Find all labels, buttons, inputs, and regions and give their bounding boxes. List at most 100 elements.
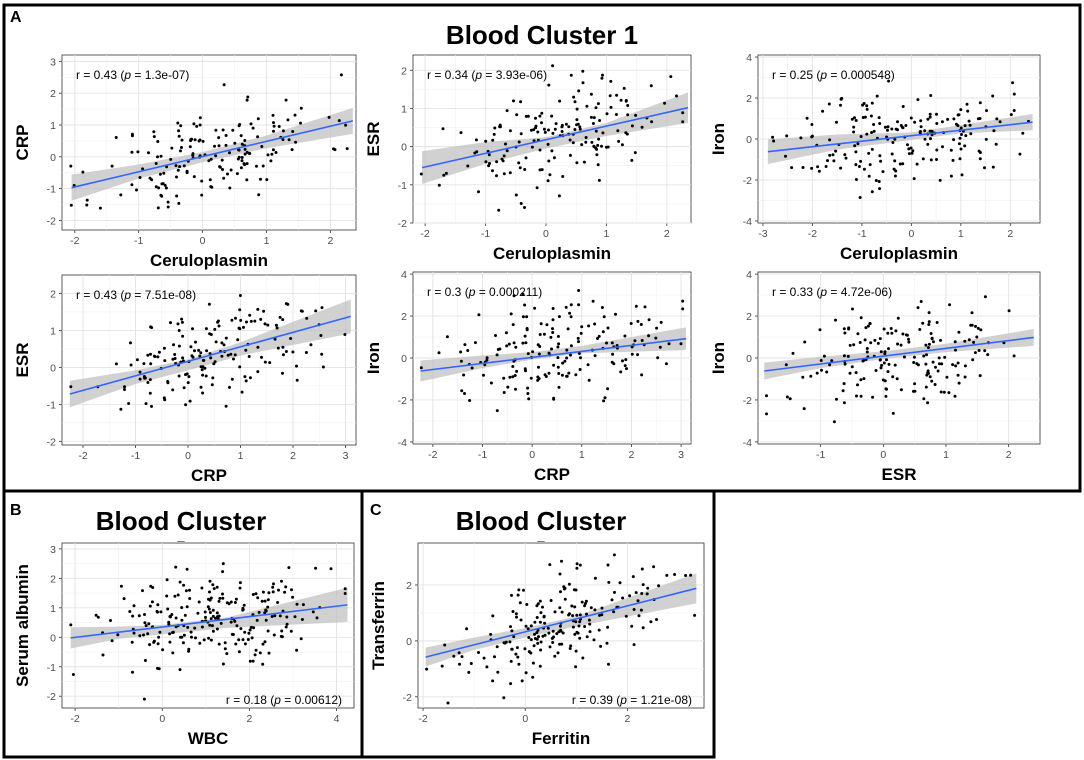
data-point xyxy=(215,627,219,631)
data-point xyxy=(596,143,600,147)
data-point xyxy=(514,193,518,197)
data-point xyxy=(202,638,206,642)
data-point xyxy=(534,126,537,130)
data-point xyxy=(110,639,114,643)
data-point xyxy=(542,332,546,336)
chart-a5: -2 -1 0 1 2 3 -4 -2 0 2 4 r = 0.3 (p = 0.000211) CRP… xyxy=(364,269,692,484)
data-point xyxy=(615,93,619,97)
data-point xyxy=(232,357,235,361)
data-point xyxy=(675,94,678,98)
data-point xyxy=(859,378,863,382)
data-point xyxy=(217,642,221,646)
data-point xyxy=(514,652,518,656)
data-point xyxy=(593,322,597,326)
data-point xyxy=(568,612,571,616)
data-point xyxy=(167,622,171,626)
data-point xyxy=(211,583,215,587)
data-point xyxy=(515,646,519,650)
data-point xyxy=(568,311,572,315)
data-point xyxy=(156,155,159,159)
data-point xyxy=(327,115,331,119)
data-point xyxy=(190,354,194,358)
data-point xyxy=(523,303,527,307)
data-point xyxy=(143,659,147,662)
data-point xyxy=(217,136,221,140)
data-point xyxy=(229,600,233,604)
data-point xyxy=(510,593,513,597)
data-point xyxy=(217,324,221,328)
data-point xyxy=(508,640,512,644)
data-point xyxy=(641,626,645,630)
data-point xyxy=(174,565,178,569)
data-point xyxy=(563,359,567,363)
data-point xyxy=(1021,131,1025,135)
data-point xyxy=(673,573,677,576)
data-point xyxy=(502,172,506,176)
data-point xyxy=(259,177,262,181)
correlation-annotation: r = 0.33 (p = 4.72e-06) xyxy=(772,285,892,299)
data-point xyxy=(214,616,217,620)
data-point xyxy=(256,307,260,311)
data-point xyxy=(301,603,305,607)
data-point xyxy=(597,334,601,338)
data-point xyxy=(458,662,461,666)
data-point xyxy=(504,142,507,146)
data-point xyxy=(907,147,911,151)
data-point xyxy=(235,172,239,176)
data-point xyxy=(538,168,542,172)
data-point xyxy=(177,374,181,378)
data-point xyxy=(592,638,596,642)
data-point xyxy=(243,139,247,142)
data-point xyxy=(333,148,337,152)
data-point xyxy=(569,315,573,319)
y-tick-label: 2 xyxy=(406,580,412,592)
data-point xyxy=(114,362,118,366)
data-point xyxy=(526,352,530,356)
y-axis-title: CRP xyxy=(13,125,32,161)
data-point xyxy=(805,116,809,120)
data-point xyxy=(569,644,573,648)
data-point xyxy=(198,641,202,645)
data-point xyxy=(554,122,558,126)
data-point xyxy=(983,295,987,299)
data-point xyxy=(584,599,588,603)
data-point xyxy=(854,163,858,167)
data-point xyxy=(163,359,167,363)
data-point xyxy=(550,347,553,351)
data-point xyxy=(278,614,282,618)
data-point xyxy=(863,338,867,342)
data-point xyxy=(203,610,207,614)
data-point xyxy=(495,174,498,178)
data-point xyxy=(130,640,134,644)
data-point xyxy=(190,635,193,639)
data-point xyxy=(555,632,559,636)
data-point xyxy=(940,120,944,124)
data-point xyxy=(514,387,517,391)
data-point xyxy=(166,607,170,611)
data-point xyxy=(223,641,227,645)
y-tick-label: -2 xyxy=(398,395,407,407)
data-point xyxy=(216,319,220,323)
data-point xyxy=(254,592,258,596)
data-point xyxy=(238,365,242,369)
data-point xyxy=(567,582,571,586)
data-point xyxy=(185,372,189,376)
data-point xyxy=(208,611,212,614)
data-point xyxy=(247,151,251,155)
data-point xyxy=(563,597,567,601)
regression-line xyxy=(71,120,353,189)
data-point xyxy=(867,174,871,178)
data-point xyxy=(188,588,191,592)
data-point xyxy=(581,81,585,85)
x-tick-label: 2 xyxy=(664,228,670,240)
data-point xyxy=(281,371,284,375)
data-point xyxy=(625,367,628,371)
data-point xyxy=(973,351,977,355)
data-point xyxy=(551,64,555,68)
data-point xyxy=(963,144,967,148)
data-point xyxy=(589,606,593,610)
data-point xyxy=(963,375,967,379)
y-tick-label: -4 xyxy=(743,216,752,228)
data-point xyxy=(233,353,237,357)
data-point xyxy=(890,331,894,335)
